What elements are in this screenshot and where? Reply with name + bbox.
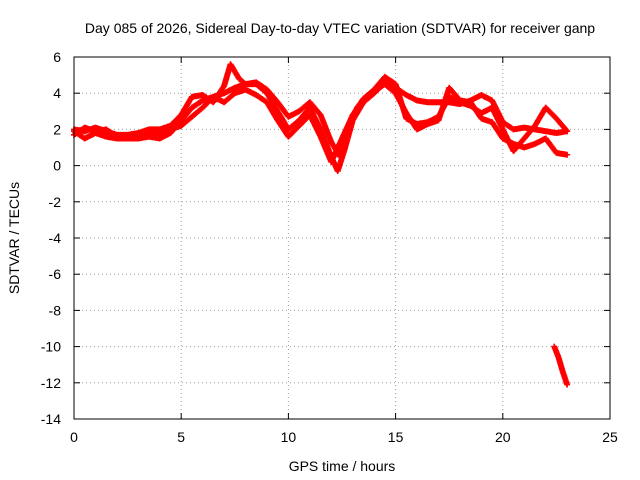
y-tick-label: 6 — [53, 49, 61, 65]
data-point — [564, 381, 571, 388]
data-points — [71, 61, 571, 388]
x-tick-label: 15 — [388, 429, 404, 445]
x-axis-title: GPS time / hours — [289, 458, 396, 474]
chart-title: Day 085 of 2026, Sidereal Day-to-day VTE… — [85, 20, 595, 36]
series-track-b — [71, 61, 571, 160]
y-tick-label: -2 — [49, 194, 62, 210]
y-tick-label: -4 — [49, 230, 62, 246]
y-tick-label: -10 — [41, 339, 61, 355]
y-tick-label: 4 — [53, 85, 61, 101]
gridlines — [74, 57, 610, 419]
series-track-d — [551, 343, 571, 388]
x-tick-label: 0 — [70, 429, 78, 445]
data-point — [564, 151, 571, 158]
y-tick-label: -12 — [41, 375, 61, 391]
tick-labels: 0 5 10 15 20 25 -14 -12 -10 -8 -6 -4 -2 0 2 4 6 — [41, 49, 618, 445]
data-point — [563, 127, 570, 134]
x-tick-label: 5 — [177, 429, 185, 445]
plot-frame — [73, 56, 611, 420]
y-tick-label: -14 — [41, 411, 61, 427]
x-tick-label: 10 — [281, 429, 297, 445]
data-point — [564, 128, 571, 135]
y-tick-label: -6 — [49, 266, 62, 282]
x-tick-label: 20 — [495, 429, 511, 445]
y-tick-label: 0 — [53, 158, 61, 174]
y-tick-label: 2 — [53, 121, 61, 137]
y-axis-title: SDTVAR / TECUs — [6, 182, 22, 294]
y-tick-label: -8 — [49, 302, 62, 318]
series-track-c — [71, 81, 571, 165]
x-tick-label: 25 — [602, 429, 618, 445]
